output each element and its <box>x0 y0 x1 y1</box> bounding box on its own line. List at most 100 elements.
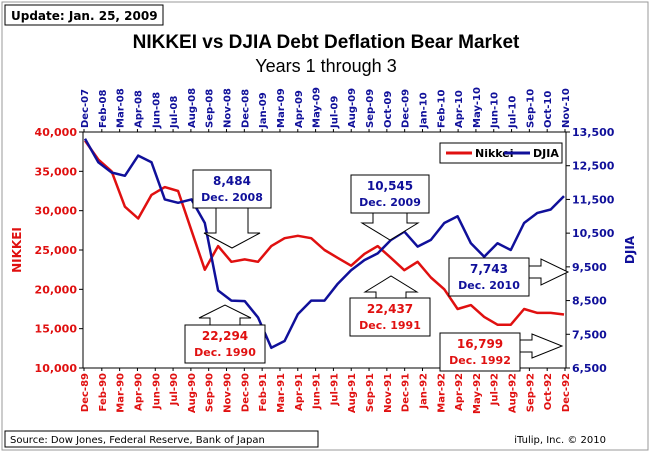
x-top-tick-label: Sep-10 <box>525 89 536 128</box>
callouts-group: 8,484 Dec. 2008 10,545 Dec. 2009 7,743 Dec. 2… <box>184 169 570 372</box>
callout-arrow <box>519 333 564 359</box>
callout-value: 16,799 <box>457 337 503 351</box>
callout-arrow <box>203 207 261 249</box>
x-top-tick-label: Apr-08 <box>133 90 144 128</box>
x-top-tick-label: Jun-10 <box>490 92 501 129</box>
y-left-tick-label: 40,000 <box>35 126 78 139</box>
x-bottom-tick-label: Mar-92 <box>436 373 447 413</box>
x-bottom-tick-label: Jul-92 <box>490 373 501 406</box>
x-bottom-tick-label: Dec-90 <box>240 373 251 412</box>
legend-box <box>439 142 563 164</box>
x-bottom-tick-label: Nov-90 <box>223 373 234 413</box>
x-bottom-tick-label: Feb-91 <box>258 373 269 411</box>
x-bottom-tick-label: Sep-92 <box>525 373 536 412</box>
x-top-tick-label: Dec-08 <box>240 89 251 128</box>
x-bottom-tick-label: Jul-91 <box>329 373 340 406</box>
x-bottom-tick-label: Jan-92 <box>418 373 429 410</box>
x-top-tick-label: Sep-08 <box>205 89 216 128</box>
y-left-tick-label: 30,000 <box>35 205 78 218</box>
y-right-tick-label: 8,500 <box>572 295 607 308</box>
x-bottom-tick-label: Mar-90 <box>116 373 127 413</box>
x-top-tick-label: Nov-10 <box>561 88 572 128</box>
x-bottom-tick-label: Mar-91 <box>276 373 287 413</box>
callout-box <box>439 332 521 372</box>
x-bottom-tick-label: Apr-92 <box>454 373 465 411</box>
x-bottom-tick-label: Aug-90 <box>187 373 198 413</box>
x-top-tick-label: Oct-09 <box>383 91 394 128</box>
x-bottom-tick-label: May-92 <box>472 373 483 414</box>
y-left-tick-label: 15,000 <box>35 323 78 336</box>
y-right-tick-label: 10,500 <box>572 227 615 240</box>
x-top-tick-label: Aug-09 <box>347 88 358 128</box>
series-lines <box>83 138 565 350</box>
callout-box <box>184 324 266 364</box>
x-top-tick-label: Dec-09 <box>401 89 412 128</box>
y-axis-right-label: DJIA <box>623 235 637 264</box>
legend-label-nikkei: Nikkei <box>475 147 514 160</box>
x-top-tick-label: Mar-09 <box>276 88 287 128</box>
y-right-tick-label: 12,500 <box>572 160 615 173</box>
x-bottom-tick-label: Jun-90 <box>151 373 162 410</box>
callout-date: Dec. 1990 <box>194 346 256 359</box>
x-top-tick-label: Apr-09 <box>294 90 305 128</box>
callout-date: Dec. 2010 <box>458 279 520 292</box>
x-top-tick-label: Jun-08 <box>151 92 162 129</box>
x-top-tick-label: Nov-08 <box>223 88 234 128</box>
update-box <box>4 4 164 26</box>
x-bottom-tick-label: Aug-92 <box>508 373 519 413</box>
callout-value: 8,484 <box>213 174 251 188</box>
y-right-tick-label: 9,500 <box>572 261 607 274</box>
x-top-tick-label: Feb-10 <box>436 90 447 128</box>
y-right-tick-label: 6,500 <box>572 362 607 375</box>
y-right-tick-label: 13,500 <box>572 126 615 139</box>
x-top-tick-label: Jan-10 <box>418 92 429 129</box>
source-box <box>4 430 319 448</box>
callout-value: 7,743 <box>470 262 508 276</box>
x-bottom-tick-label: Jun-91 <box>312 373 323 410</box>
y-left-tick-label: 10,000 <box>35 362 78 375</box>
x-top-tick-label: Jul-09 <box>329 96 340 129</box>
y-left-tick-label: 20,000 <box>35 283 78 296</box>
x-bottom-tick-label: Aug-91 <box>347 373 358 413</box>
y-axis-left-label: NIKKEI <box>10 227 24 273</box>
x-top-tick-label: Apr-10 <box>454 90 465 128</box>
callout-value: 22,437 <box>367 302 413 316</box>
callout-arrow <box>528 258 570 286</box>
x-top-tick-label: Feb-08 <box>98 90 109 128</box>
callout-date: Dec. 1992 <box>449 354 511 367</box>
callout-arrow <box>198 304 252 326</box>
x-bottom-tick-label: Dec-92 <box>561 373 572 412</box>
update-label: Update: Jan. 25, 2009 <box>11 9 158 23</box>
x-top-tick-label: Jul-10 <box>508 96 519 129</box>
callout-date: Dec. 2008 <box>201 191 263 204</box>
x-top-tick-label: Oct-10 <box>543 91 554 128</box>
callout-date: Dec. 1991 <box>359 319 421 332</box>
x-top-tick-label: May-09 <box>312 87 323 128</box>
series-line-djia <box>83 138 565 350</box>
callout-box <box>350 174 430 214</box>
x-bottom-tick-label: Oct-92 <box>543 373 554 410</box>
callout-arrow <box>363 275 419 299</box>
credit-text: iTulip, Inc. © 2010 <box>514 435 606 446</box>
callout-value: 22,294 <box>202 329 248 343</box>
x-bottom-tick-label: Nov-91 <box>383 373 394 413</box>
x-bottom-tick-label: Apr-90 <box>133 373 144 411</box>
x-top-tick-label: May-10 <box>472 87 483 128</box>
series-line-nikkei <box>83 139 565 326</box>
callout-arrow <box>360 212 420 241</box>
x-top-tick-label: Sep-09 <box>365 89 376 128</box>
callout-box <box>349 297 431 337</box>
x-top-tick-label: Jan-09 <box>258 92 269 129</box>
x-top-tick-label: Dec-07 <box>80 89 91 128</box>
y-right-tick-label: 7,500 <box>572 328 607 341</box>
x-top-tick-label: Aug-08 <box>187 88 198 128</box>
y-left-tick-label: 35,000 <box>35 165 78 178</box>
x-bottom-tick-label: Feb-90 <box>98 373 109 411</box>
legend-label-djia: DJIA <box>533 147 559 160</box>
callout-value: 10,545 <box>367 179 413 193</box>
source-text: Source: Dow Jones, Federal Reserve, Bank… <box>10 435 265 446</box>
callout-box <box>448 257 530 297</box>
callout-box <box>192 169 272 209</box>
